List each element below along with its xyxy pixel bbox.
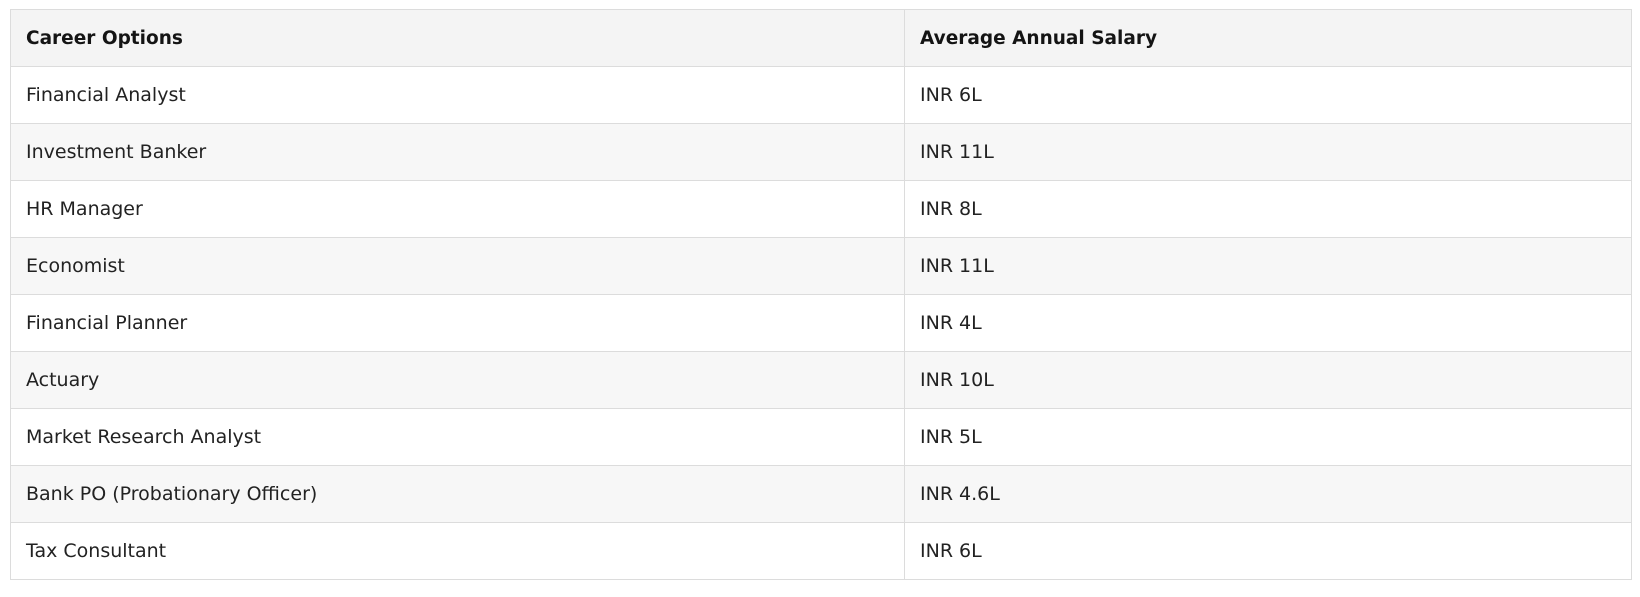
table-row: Investment Banker INR 11L: [10, 123, 1632, 181]
salary-cell: INR 4.6L: [904, 465, 1632, 523]
table-row: Tax Consultant INR 6L: [10, 522, 1632, 580]
career-cell: Financial Analyst: [10, 66, 905, 124]
header-career-options: Career Options: [10, 9, 905, 67]
table-row: Financial Planner INR 4L: [10, 294, 1632, 352]
career-cell: Tax Consultant: [10, 522, 905, 580]
salary-cell: INR 6L: [904, 66, 1632, 124]
career-salary-table: Career Options Average Annual Salary Fin…: [10, 9, 1632, 580]
table-row: Actuary INR 10L: [10, 351, 1632, 409]
career-cell: Economist: [10, 237, 905, 295]
salary-cell: INR 6L: [904, 522, 1632, 580]
salary-cell: INR 10L: [904, 351, 1632, 409]
header-average-annual-salary: Average Annual Salary: [904, 9, 1632, 67]
career-cell: HR Manager: [10, 180, 905, 238]
career-cell: Financial Planner: [10, 294, 905, 352]
salary-cell: INR 11L: [904, 123, 1632, 181]
header-row: Career Options Average Annual Salary: [10, 9, 1632, 67]
salary-cell: INR 11L: [904, 237, 1632, 295]
table-header: Career Options Average Annual Salary: [10, 9, 1632, 67]
salary-cell: INR 5L: [904, 408, 1632, 466]
table-row: Economist INR 11L: [10, 237, 1632, 295]
salary-table-container: Career Options Average Annual Salary Fin…: [10, 9, 1632, 580]
table-row: Bank PO (Probationary Officer) INR 4.6L: [10, 465, 1632, 523]
table-row: Financial Analyst INR 6L: [10, 66, 1632, 124]
career-cell: Bank PO (Probationary Officer): [10, 465, 905, 523]
table-row: HR Manager INR 8L: [10, 180, 1632, 238]
career-cell: Market Research Analyst: [10, 408, 905, 466]
career-cell: Investment Banker: [10, 123, 905, 181]
table-row: Market Research Analyst INR 5L: [10, 408, 1632, 466]
table-body: Financial Analyst INR 6L Investment Bank…: [10, 66, 1632, 580]
salary-cell: INR 4L: [904, 294, 1632, 352]
salary-cell: INR 8L: [904, 180, 1632, 238]
career-cell: Actuary: [10, 351, 905, 409]
